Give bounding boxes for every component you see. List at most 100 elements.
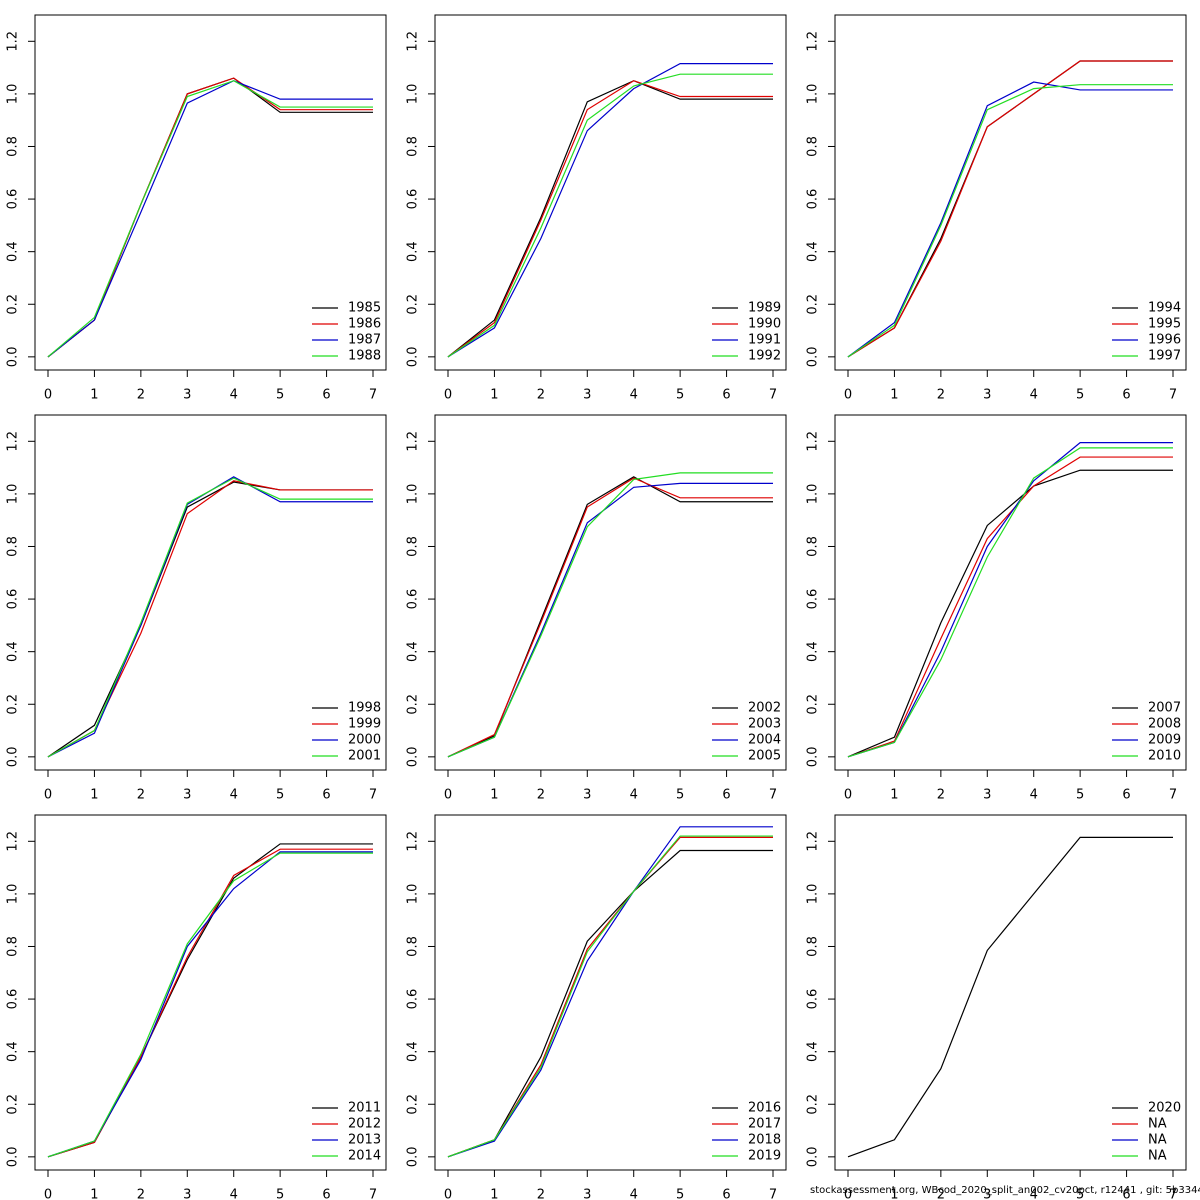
x-tick-label: 7 [369,788,377,803]
series-line [447,80,773,358]
legend-label: 2003 [748,717,781,732]
y-tick-label: 0.6 [406,189,421,210]
legend-label: 1985 [348,301,381,316]
x-tick-label: 4 [230,788,238,803]
y-tick-label: 0.6 [806,589,821,610]
x-tick-label: 5 [1076,388,1084,403]
legend-label: 2018 [748,1133,781,1148]
series-line [47,477,373,758]
y-tick-label: 0.0 [406,1147,421,1168]
y-tick-label: 0.4 [806,1041,821,1062]
y-tick-label: 0.4 [806,641,821,662]
y-tick-label: 0.8 [6,536,21,557]
y-tick-label: 1.2 [6,831,21,852]
x-tick-label: 6 [1122,1188,1130,1200]
y-tick-label: 0.8 [6,136,21,157]
y-tick-label: 0.0 [6,1147,21,1168]
legend-label: 1989 [748,301,781,316]
x-tick-label: 6 [1122,388,1130,403]
y-tick-label: 1.0 [406,884,421,905]
legend-label: 1988 [348,349,381,364]
x-tick-label: 1 [490,1188,498,1200]
y-tick-label: 1.0 [806,484,821,505]
x-tick-label: 2 [937,1188,945,1200]
x-tick-label: 5 [676,388,684,403]
legend-label: NA [1148,1117,1167,1132]
legend-label: 2020 [1148,1101,1181,1116]
panel: 0.00.20.40.60.81.01.20 1 2 3 4 5 6 719891990199… [406,14,787,403]
x-tick-label: 3 [583,1188,591,1200]
series-line [847,469,1173,758]
series-line [447,826,773,1158]
x-tick-label: 7 [369,1188,377,1200]
x-tick-label: 0 [444,1188,452,1200]
x-tick-label: 2 [937,788,945,803]
series-line [447,63,773,358]
y-tick-label: 0.2 [6,1094,21,1115]
series-line [447,849,773,1158]
x-tick-label: 2 [537,788,545,803]
x-tick-label: 0 [44,788,52,803]
x-tick-label: 4 [630,788,638,803]
x-tick-label: 5 [276,1188,284,1200]
y-tick-label: 1.0 [806,84,821,105]
legend-label: 2010 [1148,749,1181,764]
x-tick-label: 4 [230,388,238,403]
x-tick-label: 0 [44,388,52,403]
y-tick-label: 0.2 [406,694,421,715]
y-tick-label: 0.2 [806,694,821,715]
x-tick-label: 3 [983,388,991,403]
panel: 0.00.20.40.60.81.01.20 1 2 3 4 5 6 719981999200… [6,414,387,803]
x-tick-label: 0 [444,788,452,803]
series-line [847,447,1173,758]
x-tick-label: 7 [769,788,777,803]
legend-label: 2005 [748,749,781,764]
series-line [447,80,773,358]
series-line [447,477,773,758]
y-tick-label: 0.6 [806,189,821,210]
legend-label: 2008 [1148,717,1181,732]
y-tick-label: 0.2 [806,294,821,315]
footer: stockassessment.org, WBcod_2020_split_an… [810,1185,1200,1196]
x-tick-label: 2 [137,1188,145,1200]
y-tick-label: 0.4 [406,241,421,262]
series-line [447,472,773,758]
y-tick-label: 0.8 [806,536,821,557]
legend-label: 2016 [748,1101,781,1116]
panel: 0.00.20.40.60.81.01.20 1 2 3 4 5 6 720112012201… [6,814,387,1200]
x-tick-label: 5 [276,788,284,803]
legend-label: 2007 [1148,701,1181,716]
panel: 0.00.20.40.60.81.01.20 1 2 3 4 5 6 720162017201… [406,814,787,1200]
x-tick-label: 6 [722,388,730,403]
y-tick-label: 0.2 [6,694,21,715]
legend-label: 2014 [348,1149,381,1164]
x-tick-label: 7 [1169,388,1177,403]
legend-label: 1996 [1148,333,1181,348]
legend-label: 2017 [748,1117,781,1132]
x-tick-label: 5 [1076,1188,1084,1200]
x-tick-label: 6 [722,1188,730,1200]
x-tick-label: 2 [137,388,145,403]
x-tick-label: 4 [230,1188,238,1200]
legend-label: 1998 [348,701,381,716]
y-tick-label: 0.0 [806,1147,821,1168]
panel: 0.00.20.40.60.81.01.20 1 2 3 4 5 6 720022003200… [406,414,787,803]
y-tick-label: 1.2 [406,431,421,452]
x-tick-label: 0 [844,788,852,803]
x-tick-label: 3 [583,388,591,403]
y-tick-label: 0.0 [406,347,421,368]
y-tick-label: 0.6 [6,989,21,1010]
x-tick-label: 6 [1122,788,1130,803]
y-tick-label: 0.4 [806,241,821,262]
x-tick-label: 3 [983,788,991,803]
x-tick-label: 7 [1169,1188,1177,1200]
series-line [47,852,373,1158]
series-line [447,835,773,1158]
x-tick-label: 3 [183,1188,191,1200]
legend-label: 1997 [1148,349,1181,364]
legend-label: 2002 [748,701,781,716]
y-tick-label: 0.0 [6,747,21,768]
y-tick-label: 0.4 [406,641,421,662]
